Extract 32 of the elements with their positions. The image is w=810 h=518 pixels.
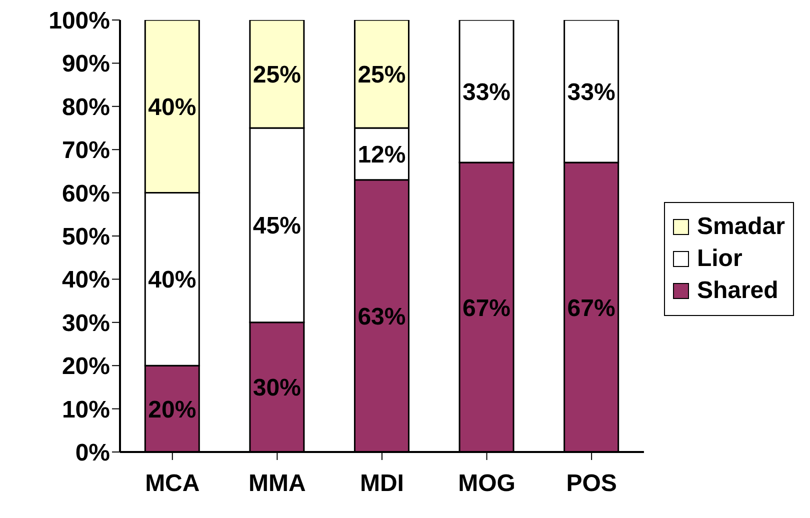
data-label: 40% [148, 94, 196, 121]
data-label: 30% [252, 374, 301, 402]
y-tick-label: 20% [62, 353, 110, 380]
y-tick-label: 30% [62, 310, 110, 337]
x-tick-label: MOG [458, 470, 516, 498]
y-tick-label: 90% [62, 50, 110, 78]
y-tick-label: 100% [48, 8, 110, 35]
data-label: 45% [252, 212, 301, 240]
data-label: 63% [358, 303, 406, 330]
legend-label: Smadar [696, 213, 785, 241]
data-label: 33% [462, 78, 511, 106]
data-label: 67% [462, 294, 511, 322]
data-label: 25% [252, 62, 301, 89]
data-label: 12% [358, 141, 406, 168]
y-tick-label: 10% [62, 396, 110, 424]
x-tick-label: POS [566, 470, 617, 498]
y-tick-label: 70% [62, 137, 110, 164]
y-tick-label: 40% [62, 266, 110, 294]
legend-label: Lior [696, 245, 742, 273]
y-tick-label: 80% [62, 94, 110, 121]
y-tick-label: 60% [62, 180, 110, 208]
data-label: 25% [358, 62, 406, 89]
data-label: 40% [148, 266, 196, 294]
x-tick-label: MMA [248, 470, 306, 498]
data-label: 20% [148, 396, 196, 424]
x-tick-label: MCA [145, 470, 200, 498]
x-tick-label: MDI [360, 470, 404, 498]
y-tick-label: 0% [75, 440, 110, 467]
legend-label: Shared [696, 277, 778, 305]
data-label: 33% [567, 78, 616, 106]
data-label: 67% [567, 294, 616, 322]
y-tick-label: 50% [62, 224, 110, 251]
